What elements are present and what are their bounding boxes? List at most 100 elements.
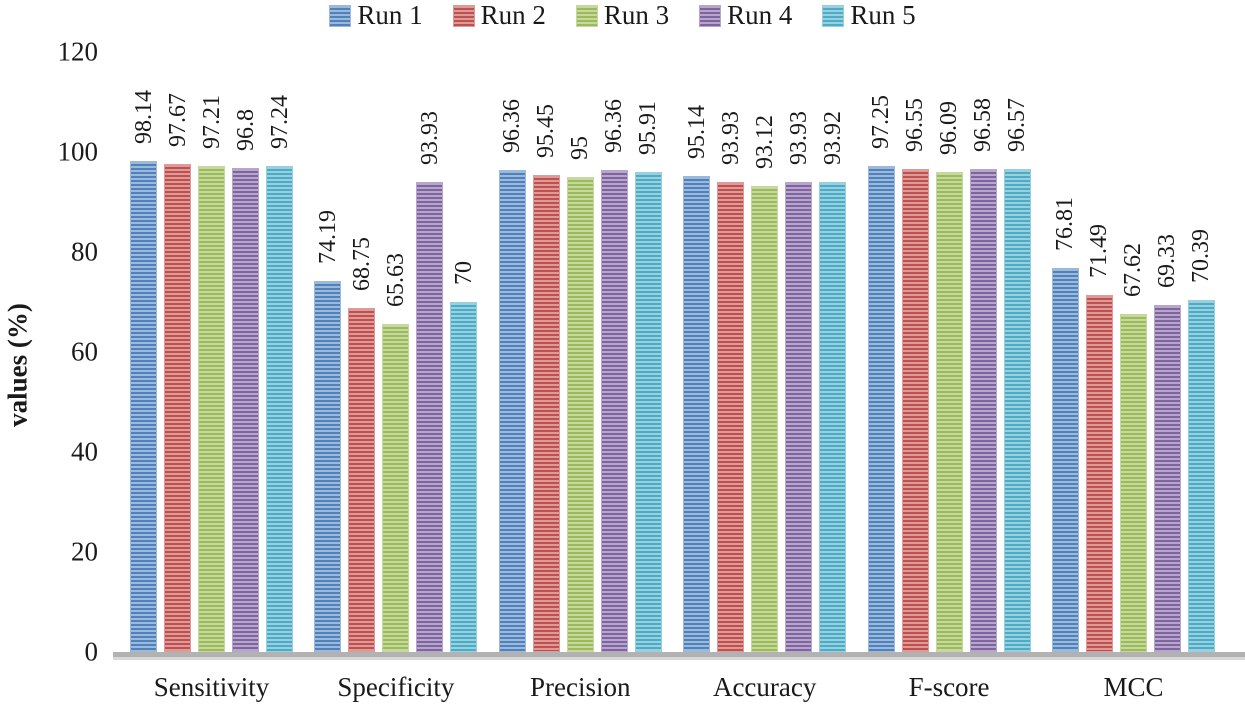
value-label-accuracy-run-3: 93.12 xyxy=(751,115,778,170)
bar-column-mcc-run-4: 69.33 xyxy=(1153,52,1181,652)
value-label-mcc-run-5: 70.39 xyxy=(1188,229,1215,284)
bar-f-score-run-5 xyxy=(1003,169,1031,652)
legend-label: Run 1 xyxy=(357,0,423,30)
value-label-specificity-run-1: 74.19 xyxy=(314,210,341,265)
category-label-precision: Precision xyxy=(530,672,631,702)
value-label-mcc-run-1: 76.81 xyxy=(1052,196,1079,251)
y-tick-40: 40 xyxy=(71,436,98,467)
bar-specificity-run-3 xyxy=(382,323,410,652)
bar-column-specificity-run-3: 65.63 xyxy=(382,52,410,652)
legend-label: Run 5 xyxy=(850,0,916,30)
bar-group-accuracy: 95.14 93.93 93.12 93.93 93.92 xyxy=(683,52,847,652)
value-label-precision-run-3: 95 xyxy=(567,136,594,160)
legend-item-run-1: Run 1 xyxy=(329,0,423,30)
y-axis-tick-labels: 0 20 40 60 80 100 120 xyxy=(28,0,99,717)
bar-f-score-run-3 xyxy=(935,171,963,652)
bar-mcc-run-1 xyxy=(1051,267,1079,652)
y-tick-0: 0 xyxy=(84,636,99,667)
bar-column-accuracy-run-1: 95.14 xyxy=(683,52,711,652)
bar-sensitivity-run-1 xyxy=(130,161,157,652)
bar-specificity-run-5 xyxy=(450,302,478,652)
category-label-accuracy: Accuracy xyxy=(712,672,817,702)
value-label-f-score-run-4: 96.58 xyxy=(970,98,997,153)
bar-column-accuracy-run-2: 93.93 xyxy=(717,52,745,652)
legend-label: Run 3 xyxy=(603,0,670,30)
bar-column-sensitivity-run-4: 96.8 xyxy=(232,52,259,652)
bar-group-precision: 96.36 95.45 95 96.36 95.91 xyxy=(498,52,662,652)
legend: Run 1 Run 2 Run 3 Run 4 Run 5 xyxy=(0,2,1245,29)
bar-column-mcc-run-5: 70.39 xyxy=(1187,52,1215,652)
bar-column-mcc-run-1: 76.81 xyxy=(1051,52,1079,652)
value-label-f-score-run-5: 96.57 xyxy=(1004,98,1031,153)
bar-f-score-run-1 xyxy=(867,165,895,652)
x-axis-category-labels: Sensitivity Specificity Precision Accuracy F… xyxy=(113,674,1245,701)
bar-column-precision-run-4: 96.36 xyxy=(600,52,628,652)
bar-precision-run-3 xyxy=(566,177,594,652)
bar-accuracy-run-3 xyxy=(751,186,779,652)
value-label-accuracy-run-4: 93.93 xyxy=(785,111,812,166)
bar-sensitivity-run-2 xyxy=(164,163,191,652)
bar-precision-run-1 xyxy=(498,170,526,652)
bar-precision-run-4 xyxy=(600,170,628,652)
bar-column-specificity-run-5: 70 xyxy=(450,52,478,652)
legend-swatch-run-2 xyxy=(452,4,475,27)
bar-accuracy-run-5 xyxy=(819,182,847,652)
value-label-precision-run-5: 95.91 xyxy=(635,101,662,156)
bar-column-f-score-run-5: 96.57 xyxy=(1003,52,1031,652)
bar-column-precision-run-3: 95 xyxy=(566,52,594,652)
y-tick-100: 100 xyxy=(57,136,99,167)
bar-groups: 98.14 97.67 97.21 96.8 97.24 74.19 68.75 65.63 9… xyxy=(113,52,1245,652)
category-label-specificity: Specificity xyxy=(337,672,455,702)
legend-swatch-run-4 xyxy=(699,4,722,27)
y-tick-120: 120 xyxy=(57,36,99,67)
value-label-specificity-run-4: 93.93 xyxy=(416,111,443,166)
legend-swatch-run-3 xyxy=(575,4,598,27)
legend-label: Run 2 xyxy=(480,0,546,30)
bar-column-precision-run-2: 95.45 xyxy=(532,52,560,652)
legend-label: Run 4 xyxy=(727,0,793,30)
value-label-sensitivity-run-4: 96.8 xyxy=(232,109,259,151)
value-label-specificity-run-2: 68.75 xyxy=(348,237,375,292)
y-tick-20: 20 xyxy=(71,536,98,567)
legend-swatch-run-5 xyxy=(822,4,845,27)
value-label-precision-run-2: 95.45 xyxy=(533,103,560,158)
bar-precision-run-5 xyxy=(634,172,662,652)
legend-item-run-5: Run 5 xyxy=(822,0,916,30)
bar-mcc-run-4 xyxy=(1153,305,1181,652)
value-label-accuracy-run-5: 93.92 xyxy=(819,111,846,166)
bar-column-mcc-run-2: 71.49 xyxy=(1085,52,1113,652)
bar-column-specificity-run-4: 93.93 xyxy=(416,52,444,652)
bar-mcc-run-2 xyxy=(1085,294,1113,652)
bar-accuracy-run-1 xyxy=(683,176,711,652)
category-label-sensitivity: Sensitivity xyxy=(153,672,270,702)
x-axis-baseline xyxy=(113,652,1245,660)
bar-column-specificity-run-2: 68.75 xyxy=(348,52,376,652)
bar-specificity-run-2 xyxy=(348,308,376,652)
legend-item-run-2: Run 2 xyxy=(452,0,546,30)
bar-column-sensitivity-run-3: 97.21 xyxy=(198,52,225,652)
bar-column-sensitivity-run-5: 97.24 xyxy=(266,52,293,652)
bar-column-precision-run-1: 96.36 xyxy=(498,52,526,652)
value-label-mcc-run-2: 71.49 xyxy=(1086,223,1113,278)
bar-column-sensitivity-run-1: 98.14 xyxy=(130,52,157,652)
bar-mcc-run-5 xyxy=(1187,300,1215,652)
y-tick-60: 60 xyxy=(71,336,98,367)
bar-column-accuracy-run-3: 93.12 xyxy=(751,52,779,652)
bar-column-accuracy-run-5: 93.92 xyxy=(819,52,847,652)
bar-sensitivity-run-3 xyxy=(198,165,225,652)
bar-mcc-run-3 xyxy=(1119,313,1147,652)
bar-group-specificity: 74.19 68.75 65.63 93.93 70 xyxy=(314,52,478,652)
legend-item-run-3: Run 3 xyxy=(575,0,670,30)
value-label-precision-run-1: 96.36 xyxy=(499,99,526,154)
bar-column-f-score-run-2: 96.55 xyxy=(901,52,929,652)
legend-item-run-4: Run 4 xyxy=(699,2,792,29)
plot-area: 98.14 97.67 97.21 96.8 97.24 74.19 68.75 65.63 9… xyxy=(113,52,1245,660)
bar-column-precision-run-5: 95.91 xyxy=(634,52,662,652)
bar-column-mcc-run-3: 67.62 xyxy=(1119,52,1147,652)
value-label-sensitivity-run-2: 97.67 xyxy=(164,92,191,147)
value-label-f-score-run-1: 97.25 xyxy=(868,94,895,149)
bar-column-f-score-run-1: 97.25 xyxy=(867,52,895,652)
bar-specificity-run-4 xyxy=(416,182,444,652)
bar-column-accuracy-run-4: 93.93 xyxy=(785,52,813,652)
bar-group-sensitivity: 98.14 97.67 97.21 96.8 97.24 xyxy=(130,52,293,652)
